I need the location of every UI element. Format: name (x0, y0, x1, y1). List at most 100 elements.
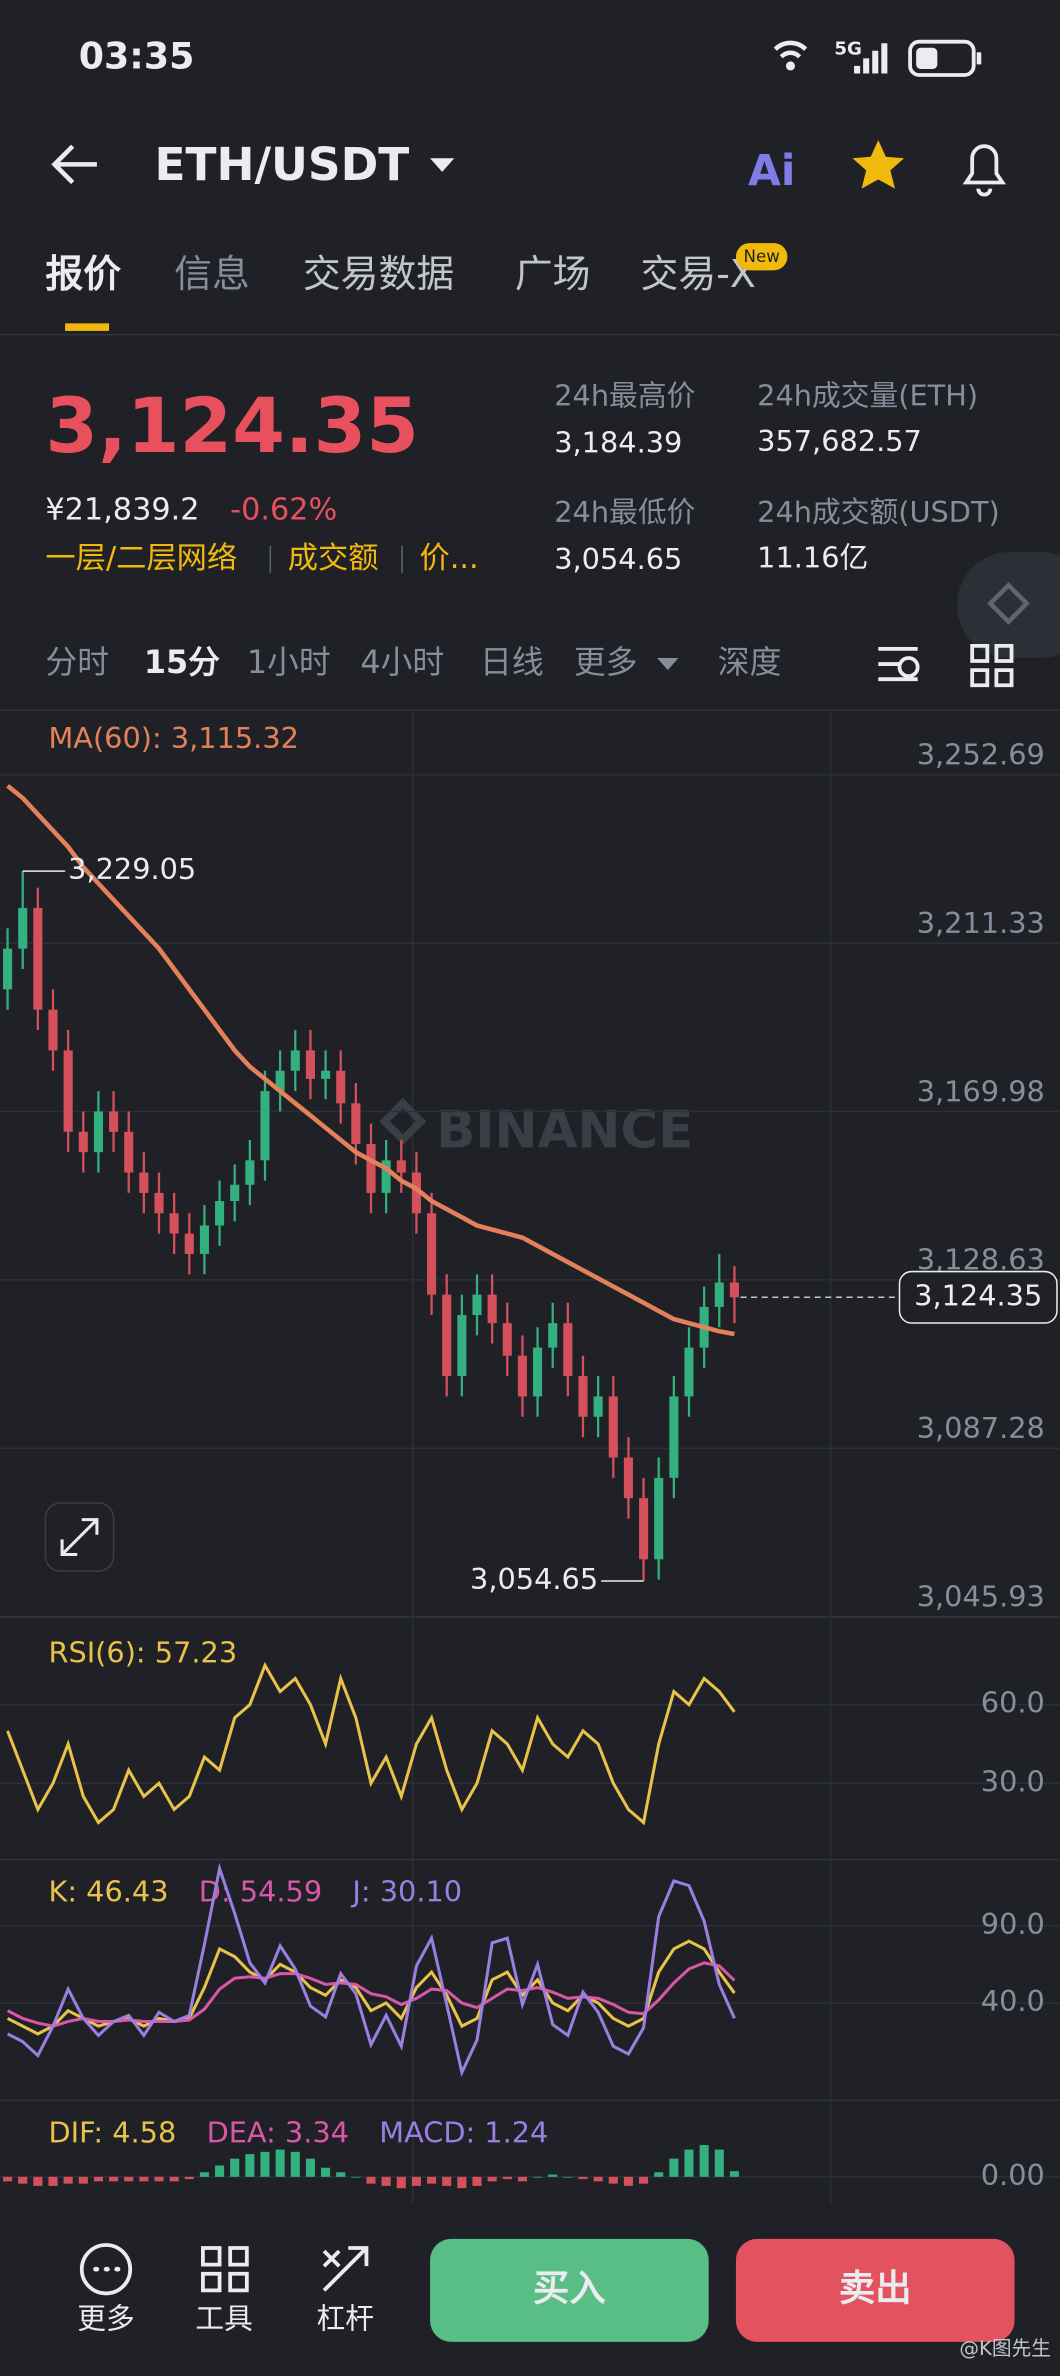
interval[interactable]: 日线 (480, 644, 544, 681)
candle-body (199, 1225, 209, 1254)
macd-bar (487, 2176, 497, 2182)
candle-body (472, 1294, 482, 1316)
tag[interactable]: 成交额 (288, 541, 379, 576)
candle-body (684, 1347, 694, 1397)
macd-bar (139, 2176, 149, 2182)
legend-label: D: 54.59 (199, 1875, 322, 1909)
more-icon[interactable] (79, 2243, 133, 2296)
tab[interactable]: 报价 (45, 252, 121, 296)
line-series (6, 1939, 736, 2036)
time: 03:35 (79, 34, 195, 77)
candle-body (578, 1376, 588, 1417)
back-button[interactable] (51, 144, 97, 185)
tag-sep (401, 545, 403, 574)
candle-body (63, 1050, 73, 1132)
stat-value: 3,054.65 (554, 542, 682, 576)
interval[interactable]: 更多 (574, 644, 638, 681)
interval[interactable]: 深度 (718, 644, 782, 681)
tab-indicator (65, 323, 110, 331)
signal-icon (854, 43, 888, 74)
candle-body (93, 1111, 103, 1153)
ai-button[interactable]: Ai (748, 146, 795, 195)
macd-bar (593, 2176, 603, 2182)
tab[interactable]: 广场 (515, 252, 591, 296)
sell-button[interactable] (735, 2238, 1015, 2342)
candle-body (275, 1070, 285, 1092)
y-tick-label: 3,211.33 (917, 906, 1045, 940)
macd-bar (563, 2176, 573, 2178)
candle-body (411, 1172, 421, 1214)
y-tick-label: 60.0 (981, 1686, 1045, 1720)
cny-price: ¥21,839.2 (45, 493, 199, 528)
macd-bar (548, 2174, 558, 2177)
candle-body (139, 1172, 149, 1193)
tools-icon[interactable] (201, 2246, 249, 2293)
separator (0, 333, 1060, 336)
candle-body (517, 1355, 527, 1397)
macd-bar (427, 2176, 437, 2184)
candle-body (381, 1160, 391, 1193)
macd-bar (199, 2172, 209, 2177)
candle-body (336, 1070, 346, 1104)
floating-button[interactable] (957, 552, 1060, 658)
candle-body (654, 1477, 664, 1560)
tag[interactable]: 一层/二层网络 (45, 541, 237, 576)
tag[interactable]: 价... (419, 541, 478, 576)
new-badge-bg (735, 243, 788, 271)
macd-bar (654, 2172, 664, 2177)
candle-body (169, 1213, 179, 1234)
sell-label[interactable]: 卖出 (839, 2266, 912, 2309)
tabs: 报价 信息 交易数据 广场 交易-X (45, 252, 755, 296)
last-price-label: 3,124.35 (914, 1278, 1042, 1312)
favorite-star[interactable] (852, 140, 905, 189)
nav-label[interactable]: 工具 (195, 2302, 253, 2336)
stat-label: 24h成交额(USDT) (757, 495, 1000, 529)
stat-value: 11.16亿 (757, 541, 868, 575)
candle-body (639, 1498, 649, 1560)
macd-bar (578, 2176, 588, 2180)
candle-body (593, 1396, 603, 1417)
panel-sep (0, 1858, 1060, 1861)
macd-bar (669, 2158, 679, 2177)
stat-label: 24h最低价 (554, 495, 695, 529)
candle-body (321, 1070, 331, 1079)
tab[interactable]: 交易数据 (303, 252, 454, 296)
macd-bar (230, 2158, 240, 2177)
tab[interactable]: 信息 (174, 252, 250, 296)
buy-button[interactable] (430, 2238, 709, 2342)
macd-bar (639, 2176, 649, 2184)
interval[interactable]: 1小时 (247, 644, 331, 681)
y-tick-label: 3,087.28 (917, 1411, 1045, 1445)
nav-label[interactable]: 更多 (77, 2302, 135, 2336)
macd-bar (215, 2165, 225, 2177)
interval[interactable]: 分时 (45, 644, 109, 681)
pair-title[interactable]: ETH/USDT (154, 138, 409, 191)
macd-bar (169, 2176, 179, 2182)
buy-label[interactable]: 买入 (533, 2266, 606, 2309)
new-badge: New (744, 247, 780, 266)
macd-bar (109, 2176, 119, 2182)
y-tick-label: 40.0 (981, 1984, 1045, 2018)
candle-body (260, 1091, 270, 1161)
indicator-icon[interactable] (878, 647, 918, 682)
separator (0, 709, 1060, 711)
macd-bar (245, 2154, 255, 2177)
candle-body (623, 1457, 633, 1499)
bell-icon[interactable] (962, 144, 1006, 197)
interval[interactable]: 15分 (144, 644, 220, 681)
candle-body (457, 1315, 467, 1377)
leverage-icon[interactable] (322, 2246, 369, 2292)
more-dropdown[interactable] (657, 658, 679, 671)
layout-icon[interactable] (970, 643, 1014, 688)
tag-sep (269, 545, 272, 574)
candle-body (563, 1323, 573, 1377)
wifi-icon (773, 40, 808, 59)
candle-body (33, 907, 43, 1010)
interval[interactable]: 4小时 (360, 644, 444, 681)
change: -0.62% (230, 493, 337, 528)
legend-label: MACD: 1.24 (379, 2115, 548, 2149)
nav-label[interactable]: 杠杆 (316, 2302, 374, 2336)
pair-dropdown[interactable] (430, 158, 455, 172)
candle-body (305, 1050, 315, 1079)
